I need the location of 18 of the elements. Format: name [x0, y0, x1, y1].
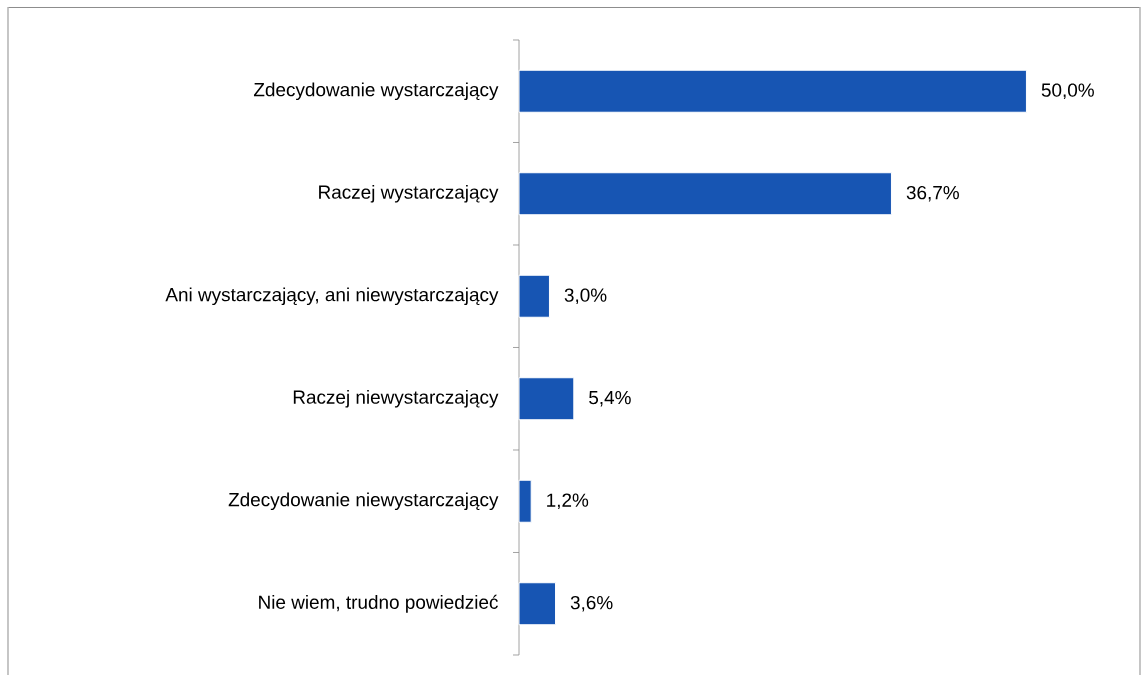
data-label: 36,7% — [906, 185, 959, 202]
data-label: 3,0% — [564, 288, 607, 305]
data-label: 3,6% — [570, 595, 613, 612]
bar — [518, 377, 575, 421]
bar — [518, 274, 550, 318]
y-tick-label: Raczej niewystarczający — [293, 389, 499, 408]
bar — [518, 582, 557, 626]
y-tick-label: Zdecydowanie niewystarczający — [228, 492, 499, 511]
data-label: 5,4% — [589, 390, 631, 407]
bar — [518, 172, 892, 216]
data-label: 1,2% — [547, 493, 589, 510]
y-tick-label: Zdecydowanie wystarczający — [253, 82, 499, 101]
y-tick-label: Ani wystarczający, ani niewystarczający — [165, 287, 499, 306]
y-tick-label: Raczej wystarczający — [319, 184, 499, 203]
data-label: 50,0% — [1041, 83, 1094, 100]
y-tick-label: Nie wiem, trudno powiedzieć — [259, 594, 498, 613]
bar — [518, 479, 532, 523]
bar — [518, 69, 1027, 113]
